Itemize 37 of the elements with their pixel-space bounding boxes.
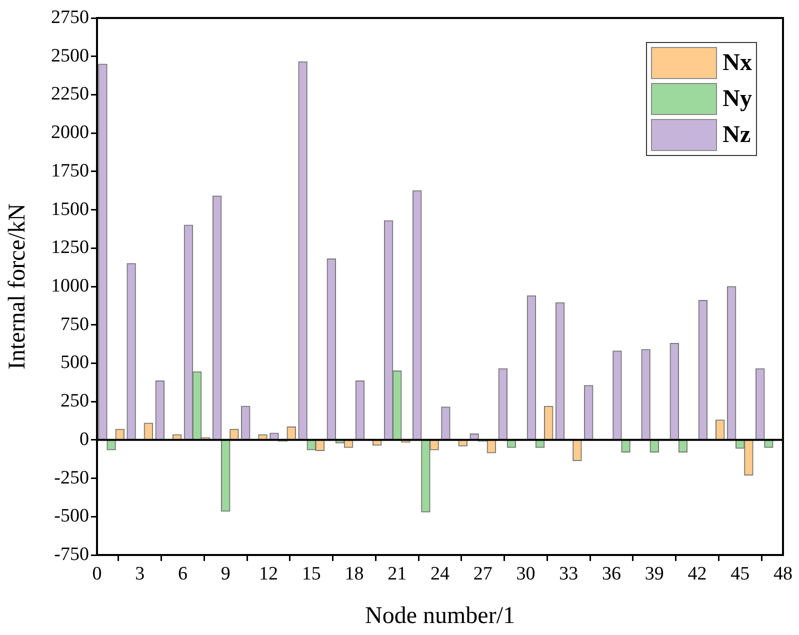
y-tick-label: 1000 bbox=[51, 275, 89, 296]
y-tick-label: 0 bbox=[80, 428, 89, 450]
y-tick-label: 500 bbox=[60, 352, 89, 374]
y-tick-label: 1500 bbox=[51, 198, 89, 220]
x-tick-label: 0 bbox=[92, 563, 102, 584]
y-tick-label: 250 bbox=[60, 390, 89, 412]
x-axis-title: Node number/1 bbox=[365, 602, 515, 629]
y-tick-label: 2500 bbox=[51, 45, 89, 66]
x-tick-label: 24 bbox=[430, 563, 450, 584]
x-tick-label: 42 bbox=[688, 563, 707, 584]
y-tick-label: 2250 bbox=[51, 84, 89, 105]
x-tick-label: 9 bbox=[220, 563, 230, 584]
x-tick-label: 15 bbox=[302, 563, 321, 584]
y-tick-label: 750 bbox=[60, 314, 89, 335]
x-tick-label: 36 bbox=[602, 563, 621, 584]
x-tick-label: 33 bbox=[559, 563, 578, 584]
y-tick-label: 1750 bbox=[51, 160, 89, 182]
y-tick-label: 1250 bbox=[51, 237, 89, 258]
legend-label: Ny bbox=[722, 86, 752, 112]
x-tick-label: 21 bbox=[388, 563, 407, 584]
x-tick-label: 27 bbox=[473, 563, 492, 584]
legend-label: Nz bbox=[722, 122, 751, 148]
x-tick-label: 18 bbox=[344, 563, 364, 584]
y-tick-label: 2000 bbox=[51, 122, 89, 144]
x-tick-label: 3 bbox=[135, 563, 145, 584]
y-tick-label: -250 bbox=[54, 467, 89, 488]
x-tick-label: 12 bbox=[259, 563, 278, 584]
x-tick-label: 6 bbox=[178, 563, 188, 584]
y-tick-label: -750 bbox=[54, 544, 89, 565]
x-tick-label: 48 bbox=[774, 563, 792, 584]
y-axis-title: Internal force/kN bbox=[4, 204, 31, 370]
legend-label: Nx bbox=[722, 50, 752, 76]
x-tick-label: 30 bbox=[516, 563, 536, 584]
x-tick-label: 39 bbox=[644, 563, 664, 584]
x-tick-label: 45 bbox=[730, 563, 750, 584]
y-tick-label: -500 bbox=[54, 506, 89, 527]
y-tick-label: 2750 bbox=[51, 6, 89, 28]
